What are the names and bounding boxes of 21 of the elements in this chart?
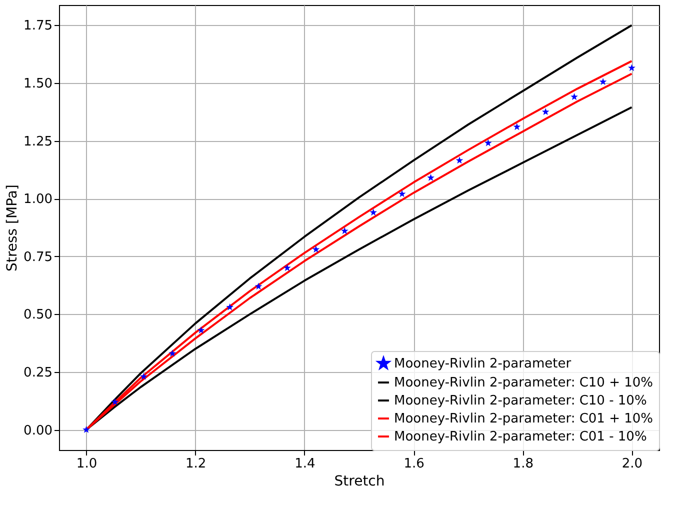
y-axis-title: Stress [MPa]	[4, 184, 21, 272]
legend-label: Mooney-Rivlin 2-parameter: C10 + 10%	[394, 376, 653, 390]
legend-label: Mooney-Rivlin 2-parameter: C10 - 10%	[394, 394, 647, 408]
y-tick-label: 0.50	[24, 308, 52, 323]
x-tick-label: 1.2	[186, 456, 206, 472]
x-axis-title: Stretch	[334, 474, 385, 490]
x-tick-label: 1.6	[404, 456, 424, 472]
y-tick-label: 1.75	[24, 18, 52, 34]
legend-label: Mooney-Rivlin 2-parameter	[394, 356, 572, 372]
x-tick-label: 1.4	[294, 456, 316, 472]
x-tick-label: 1.8	[512, 456, 534, 472]
y-tick-label: 0.75	[24, 250, 52, 265]
x-tick-label: 2.0	[622, 456, 643, 472]
x-tick-label: 1.0	[76, 456, 98, 472]
legend-label: Mooney-Rivlin 2-parameter: C01 - 10%	[394, 430, 647, 444]
y-tick-label: 0.25	[24, 365, 52, 380]
y-tick-label: 0.00	[24, 423, 52, 438]
y-tick-label: 1.50	[24, 76, 52, 92]
legend-label: Mooney-Rivlin 2-parameter: C01 + 10%	[394, 412, 653, 426]
y-tick-label: 1.25	[24, 134, 52, 150]
y-tick-label: 1.00	[24, 192, 52, 208]
